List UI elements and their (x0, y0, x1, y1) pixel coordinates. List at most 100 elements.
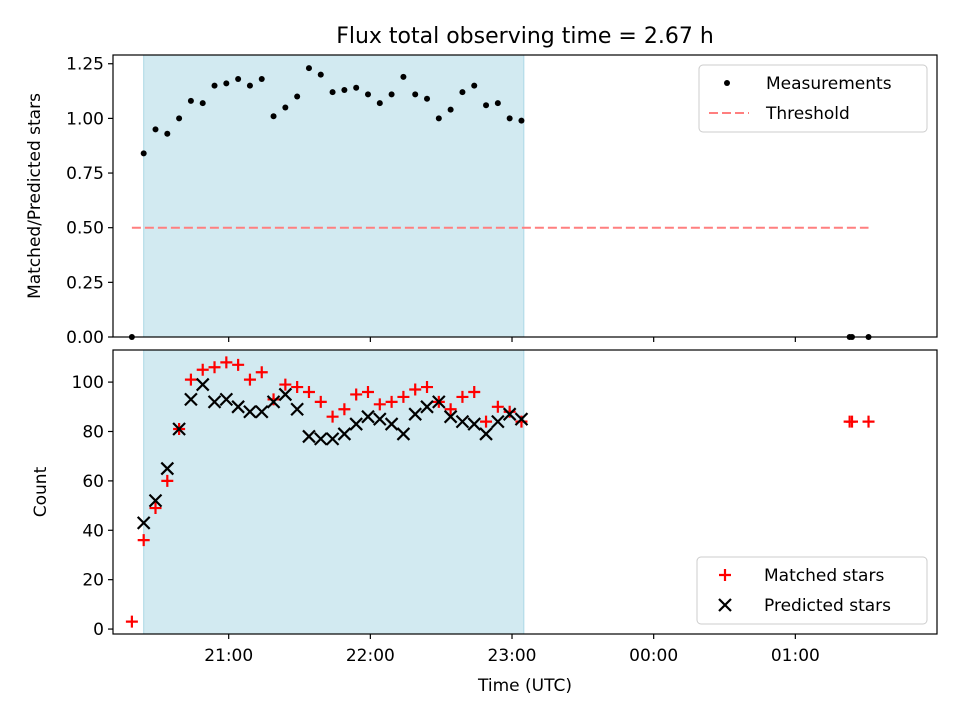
predicted-stars-point (290, 402, 304, 417)
measurements-point (282, 104, 289, 111)
matched-stars-point (385, 395, 398, 408)
matched-stars-point (161, 474, 174, 487)
y-tick-label: 0.00 (66, 328, 104, 348)
y-axis-label: Matched/Predicted stars (25, 93, 45, 299)
matched-stars-point (255, 366, 268, 379)
y-tick-label: 100 (72, 373, 104, 393)
bottom-panel: 0 20 40 60 80 100 21:00 22:00 23:00 00:00 01:00 Cou… (31, 349, 938, 696)
predicted-stars-point (420, 400, 434, 414)
measurements-point (376, 100, 383, 107)
measurements-point (211, 82, 218, 89)
matched-stars-point (338, 403, 351, 416)
predicted-stars-point (266, 395, 281, 409)
measurements-point (187, 97, 194, 104)
matched-stars-point (361, 385, 374, 398)
legend-label: Matched stars (764, 566, 884, 586)
legend-label: Measurements (766, 74, 892, 94)
matched-stars-point (279, 378, 292, 391)
measurements-point (435, 115, 442, 122)
measurements-point (270, 113, 277, 120)
measurements-point (294, 93, 301, 100)
matched-stars-point (373, 398, 386, 411)
x-tick-label: 21:00 (204, 646, 253, 666)
measurements-point (459, 89, 466, 96)
y-tick-label: 1.00 (66, 109, 104, 129)
y-tick-label: 40 (82, 521, 104, 541)
matched-stars-point (480, 415, 493, 428)
observing-span (143, 349, 525, 635)
matched-stars-point (491, 400, 504, 413)
predicted-stars-point (254, 404, 269, 419)
predicted-stars-point (325, 432, 340, 446)
predicted-stars-point (467, 417, 482, 431)
predicted-stars-point (455, 414, 470, 429)
y-tick-label: 0.75 (66, 164, 104, 184)
matched-stars-point (456, 390, 469, 403)
legend: Matched stars Predicted stars (696, 556, 928, 625)
y-tick-label: 1.25 (66, 55, 104, 75)
predicted-stars-point (361, 409, 375, 424)
measurements-point (424, 95, 431, 102)
predicted-stars-point (148, 493, 163, 508)
matched-stars-point (208, 361, 221, 374)
y-axis-label: Count (31, 466, 51, 517)
measurements-point (400, 73, 407, 80)
matched-stars-point (397, 390, 410, 403)
measurements-point (199, 100, 206, 107)
matched-stars-point (302, 385, 315, 398)
x-tick-label: 01:00 (771, 646, 820, 666)
predicted-stars-point (160, 461, 175, 476)
matched-stars-point (444, 403, 457, 416)
x-tick-label: 23:00 (488, 646, 537, 666)
observing-span (143, 54, 525, 338)
measurements-point (483, 102, 490, 109)
matched-stars-point (846, 415, 859, 428)
measurements-point (152, 126, 159, 133)
x-tick-label: 00:00 (629, 646, 678, 666)
top-panel: 0.00 0.25 0.50 0.75 1.00 1.25 Matched/Predicte… (25, 54, 938, 348)
measurements-point (140, 150, 147, 157)
x-axis-label: Time (UTC) (477, 676, 572, 696)
y-tick-label: 0 (93, 620, 104, 640)
predicted-stars-point (349, 417, 363, 431)
x-tick-label: 22:00 (346, 646, 395, 666)
predicted-stars-point (384, 417, 399, 431)
predicted-stars-point (479, 427, 493, 441)
legend-handle-matched-stars (719, 569, 731, 581)
legend-box (696, 556, 928, 625)
legend-handle-measurements (724, 80, 730, 86)
plot-frame (112, 349, 938, 635)
legend-label: Predicted stars (764, 596, 891, 616)
legend-label: Threshold (765, 104, 850, 124)
measurements-point (471, 82, 478, 89)
predicted-stars-point (502, 407, 517, 421)
measurements-point (364, 91, 371, 98)
measurements-point (506, 115, 513, 122)
predicted-stars-point (408, 407, 422, 421)
measurements-point (494, 100, 501, 107)
measurements-point (447, 106, 454, 113)
predicted-stars-point (172, 422, 186, 436)
matched-stars-point (149, 502, 162, 515)
y-tick-label: 80 (82, 422, 104, 442)
matched-stars-point (196, 363, 209, 376)
predicted-stars-point (337, 427, 352, 441)
matched-stars-point (220, 356, 233, 369)
matched-stars-point (862, 415, 875, 428)
measurements-point (235, 76, 242, 83)
predicted-stars-point (184, 392, 198, 407)
predicted-stars-point (219, 392, 234, 407)
predicted-stars-point (302, 429, 316, 444)
measurements-point (223, 80, 230, 87)
matched-stars-point (350, 388, 363, 401)
matched-stars-point (314, 395, 327, 408)
measurements-point (388, 91, 395, 98)
predicted-stars-point (231, 400, 245, 414)
measurements-point (164, 130, 171, 137)
measurements-point (353, 84, 360, 91)
matched-stars-point (326, 410, 339, 423)
measurements-point (246, 82, 253, 89)
y-tick-label: 0.50 (66, 219, 104, 239)
matched-stars-point (409, 383, 422, 396)
